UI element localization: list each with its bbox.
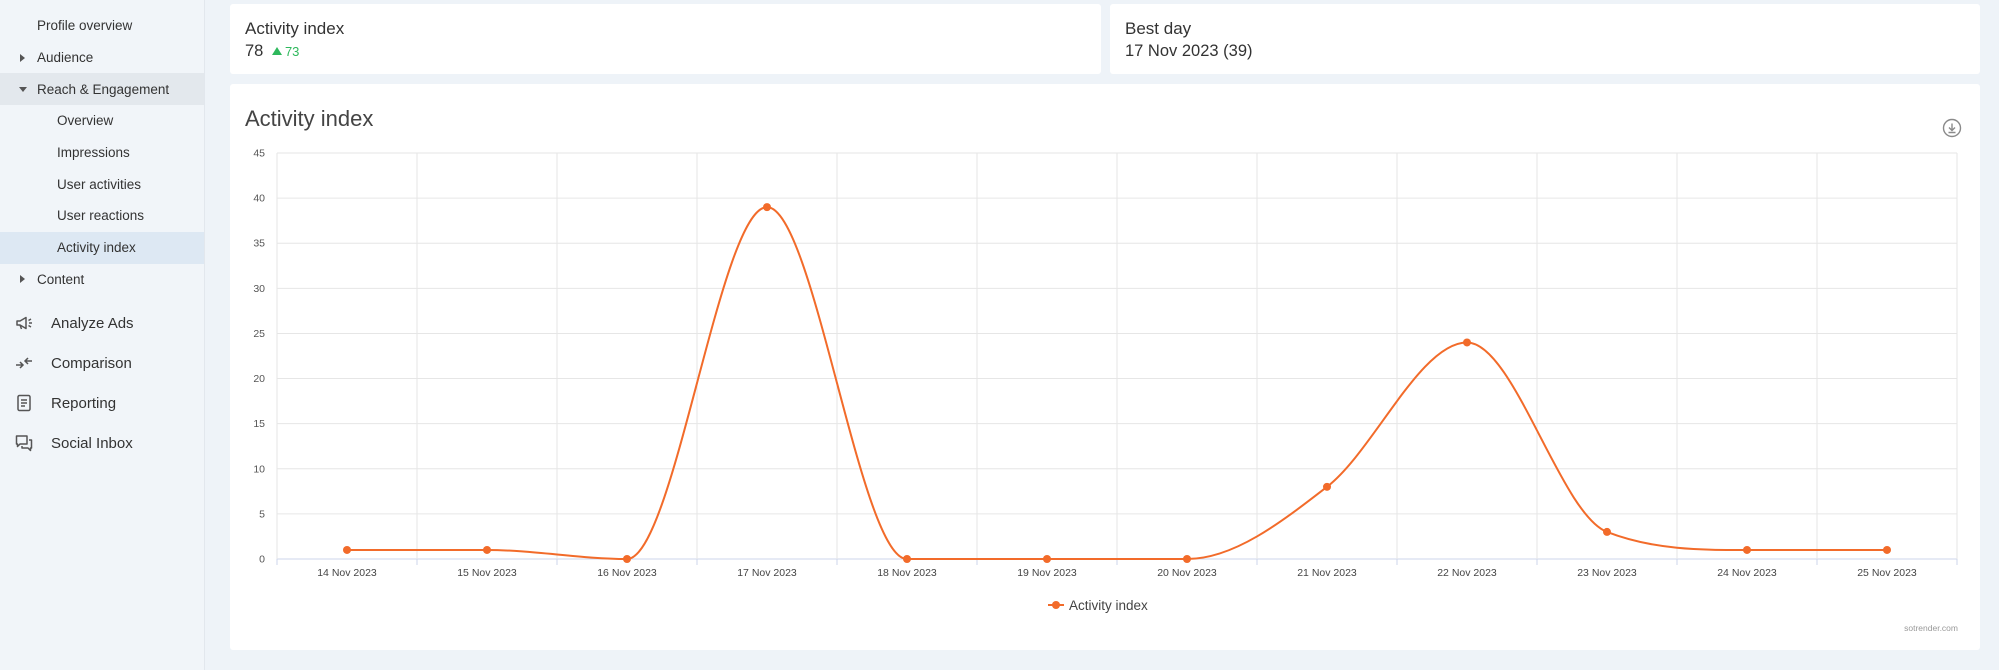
sidebar-item-impressions[interactable]: Impressions xyxy=(0,137,204,169)
y-tick-label: 20 xyxy=(253,373,265,385)
sidebar-item-user-activities[interactable]: User activities xyxy=(0,168,204,200)
data-point xyxy=(623,555,631,563)
x-tick-label: 15 Nov 2023 xyxy=(457,567,517,579)
data-point xyxy=(483,545,491,554)
sidebar-item-label: Content xyxy=(37,271,85,287)
arrow-up-icon xyxy=(271,47,282,55)
series-line-activity-index xyxy=(346,206,1888,561)
y-tick-label: 25 xyxy=(253,328,265,340)
sidebar-item-label: User activities xyxy=(57,176,142,192)
nav-item-analyze-ads[interactable]: Analyze Ads xyxy=(0,303,204,343)
sidebar-item-label: Audience xyxy=(37,50,94,66)
legend-marker xyxy=(1052,601,1060,609)
sidebar-item-user-reactions[interactable]: User reactions xyxy=(0,200,204,232)
sidebar-item-label: Overview xyxy=(57,113,114,129)
sidebar-item-profile-overview[interactable]: Profile overview xyxy=(0,10,204,42)
report-document-icon xyxy=(17,394,31,412)
y-tick-label: 30 xyxy=(253,283,265,295)
sidebar-item-label: Profile overview xyxy=(37,18,133,34)
sidebar: Profile overview Audience Reach & Engageme… xyxy=(0,0,205,670)
sidebar-item-reach-and-engagement[interactable]: Reach & Engagement xyxy=(0,73,204,106)
y-tick-label: 35 xyxy=(253,238,265,250)
x-tick-label: 25 Nov 2023 xyxy=(1857,567,1917,579)
nav-item-label: Analyze Ads xyxy=(51,314,134,332)
sidebar-item-content[interactable]: Content xyxy=(0,264,204,296)
chat-bubbles-icon xyxy=(15,435,33,452)
kpi-card-best-day: Best day 17 Nov 2023 (39) xyxy=(1110,4,1980,74)
y-tick-label: 5 xyxy=(259,508,265,520)
nav-item-label: Comparison xyxy=(51,354,132,372)
megaphone-icon xyxy=(16,316,32,330)
chart-card: 0 5 10 15 20 25 30 35 40 45 14 Nov 2023 15 Nov 2023… xyxy=(230,84,1980,650)
x-tick-label: 17 Nov 2023 xyxy=(737,567,797,579)
nav-item-reporting[interactable]: Reporting xyxy=(0,383,204,423)
caret-right-icon xyxy=(20,275,25,284)
x-tick-label: 14 Nov 2023 xyxy=(317,567,377,579)
sidebar-item-label: Reach & Engagement xyxy=(37,81,170,97)
data-point xyxy=(1323,482,1331,491)
chart-credit: sotrender.com xyxy=(1904,623,1958,633)
download-chart-button[interactable] xyxy=(1942,118,1962,138)
kpi-value: 17 Nov 2023 (39) xyxy=(1125,42,1253,60)
data-point xyxy=(1183,555,1191,563)
kpi-value: 78 73 xyxy=(245,42,299,61)
legend-label: Activity index xyxy=(1069,598,1148,613)
y-tick-label: 40 xyxy=(253,193,265,205)
sidebar-item-activity-index[interactable]: Activity index xyxy=(0,231,204,264)
data-point xyxy=(1603,527,1611,536)
caret-down-icon xyxy=(19,87,27,93)
nav-item-comparison[interactable]: Comparison xyxy=(0,343,204,383)
x-tick-label: 24 Nov 2023 xyxy=(1717,567,1777,579)
nav-item-label: Reporting xyxy=(51,394,117,412)
sub-navigation: Profile overview Audience Reach & Engageme… xyxy=(0,10,204,296)
sidebar-item-label: User reactions xyxy=(57,208,145,224)
data-point xyxy=(1743,545,1751,554)
nav-item-social-inbox[interactable]: Social Inbox xyxy=(0,423,204,463)
kpi-delta: 73 xyxy=(271,44,300,59)
data-point xyxy=(1463,338,1471,347)
x-tick-label: 22 Nov 2023 xyxy=(1437,567,1497,579)
sidebar-item-label: Activity index xyxy=(57,240,136,256)
kpi-delta-value: 73 xyxy=(284,44,300,59)
x-tick-label: 20 Nov 2023 xyxy=(1157,567,1217,579)
x-tick-label: 23 Nov 2023 xyxy=(1577,567,1637,579)
x-tick-label: 19 Nov 2023 xyxy=(1017,567,1077,579)
data-point xyxy=(1883,545,1891,554)
y-tick-label: 10 xyxy=(253,463,265,475)
chart-legend[interactable]: Activity index xyxy=(1048,598,1148,613)
data-point xyxy=(763,203,771,212)
compare-arrows-icon xyxy=(16,357,32,369)
kpi-value-number: 78 xyxy=(245,42,264,60)
data-point xyxy=(1043,555,1051,563)
nav-item-label: Social Inbox xyxy=(51,434,133,452)
y-tick-label: 15 xyxy=(253,418,265,430)
y-tick-label: 0 xyxy=(259,554,265,566)
data-point xyxy=(343,545,351,554)
activity-index-chart: 0 5 10 15 20 25 30 35 40 45 14 Nov 2023 15 Nov 2023… xyxy=(253,148,1958,613)
x-tick-label: 18 Nov 2023 xyxy=(877,567,937,579)
kpi-card-activity-index: Activity index 78 73 xyxy=(230,4,1101,74)
chart-title: Activity index xyxy=(245,106,374,131)
sidebar-item-label: Impressions xyxy=(57,145,130,161)
x-tick-label: 16 Nov 2023 xyxy=(597,567,657,579)
kpi-title: Best day xyxy=(1125,19,1192,38)
download-icon xyxy=(1942,118,1962,138)
sidebar-item-overview[interactable]: Overview xyxy=(0,105,204,137)
main-navigation: Analyze Ads Comparison Reporting Social Inb… xyxy=(0,303,204,463)
caret-right-icon xyxy=(20,53,25,62)
sidebar-item-audience[interactable]: Audience xyxy=(0,42,204,74)
y-tick-label: 45 xyxy=(253,148,265,160)
x-tick-label: 21 Nov 2023 xyxy=(1297,567,1357,579)
kpi-title: Activity index xyxy=(245,19,345,38)
data-point xyxy=(903,555,911,563)
